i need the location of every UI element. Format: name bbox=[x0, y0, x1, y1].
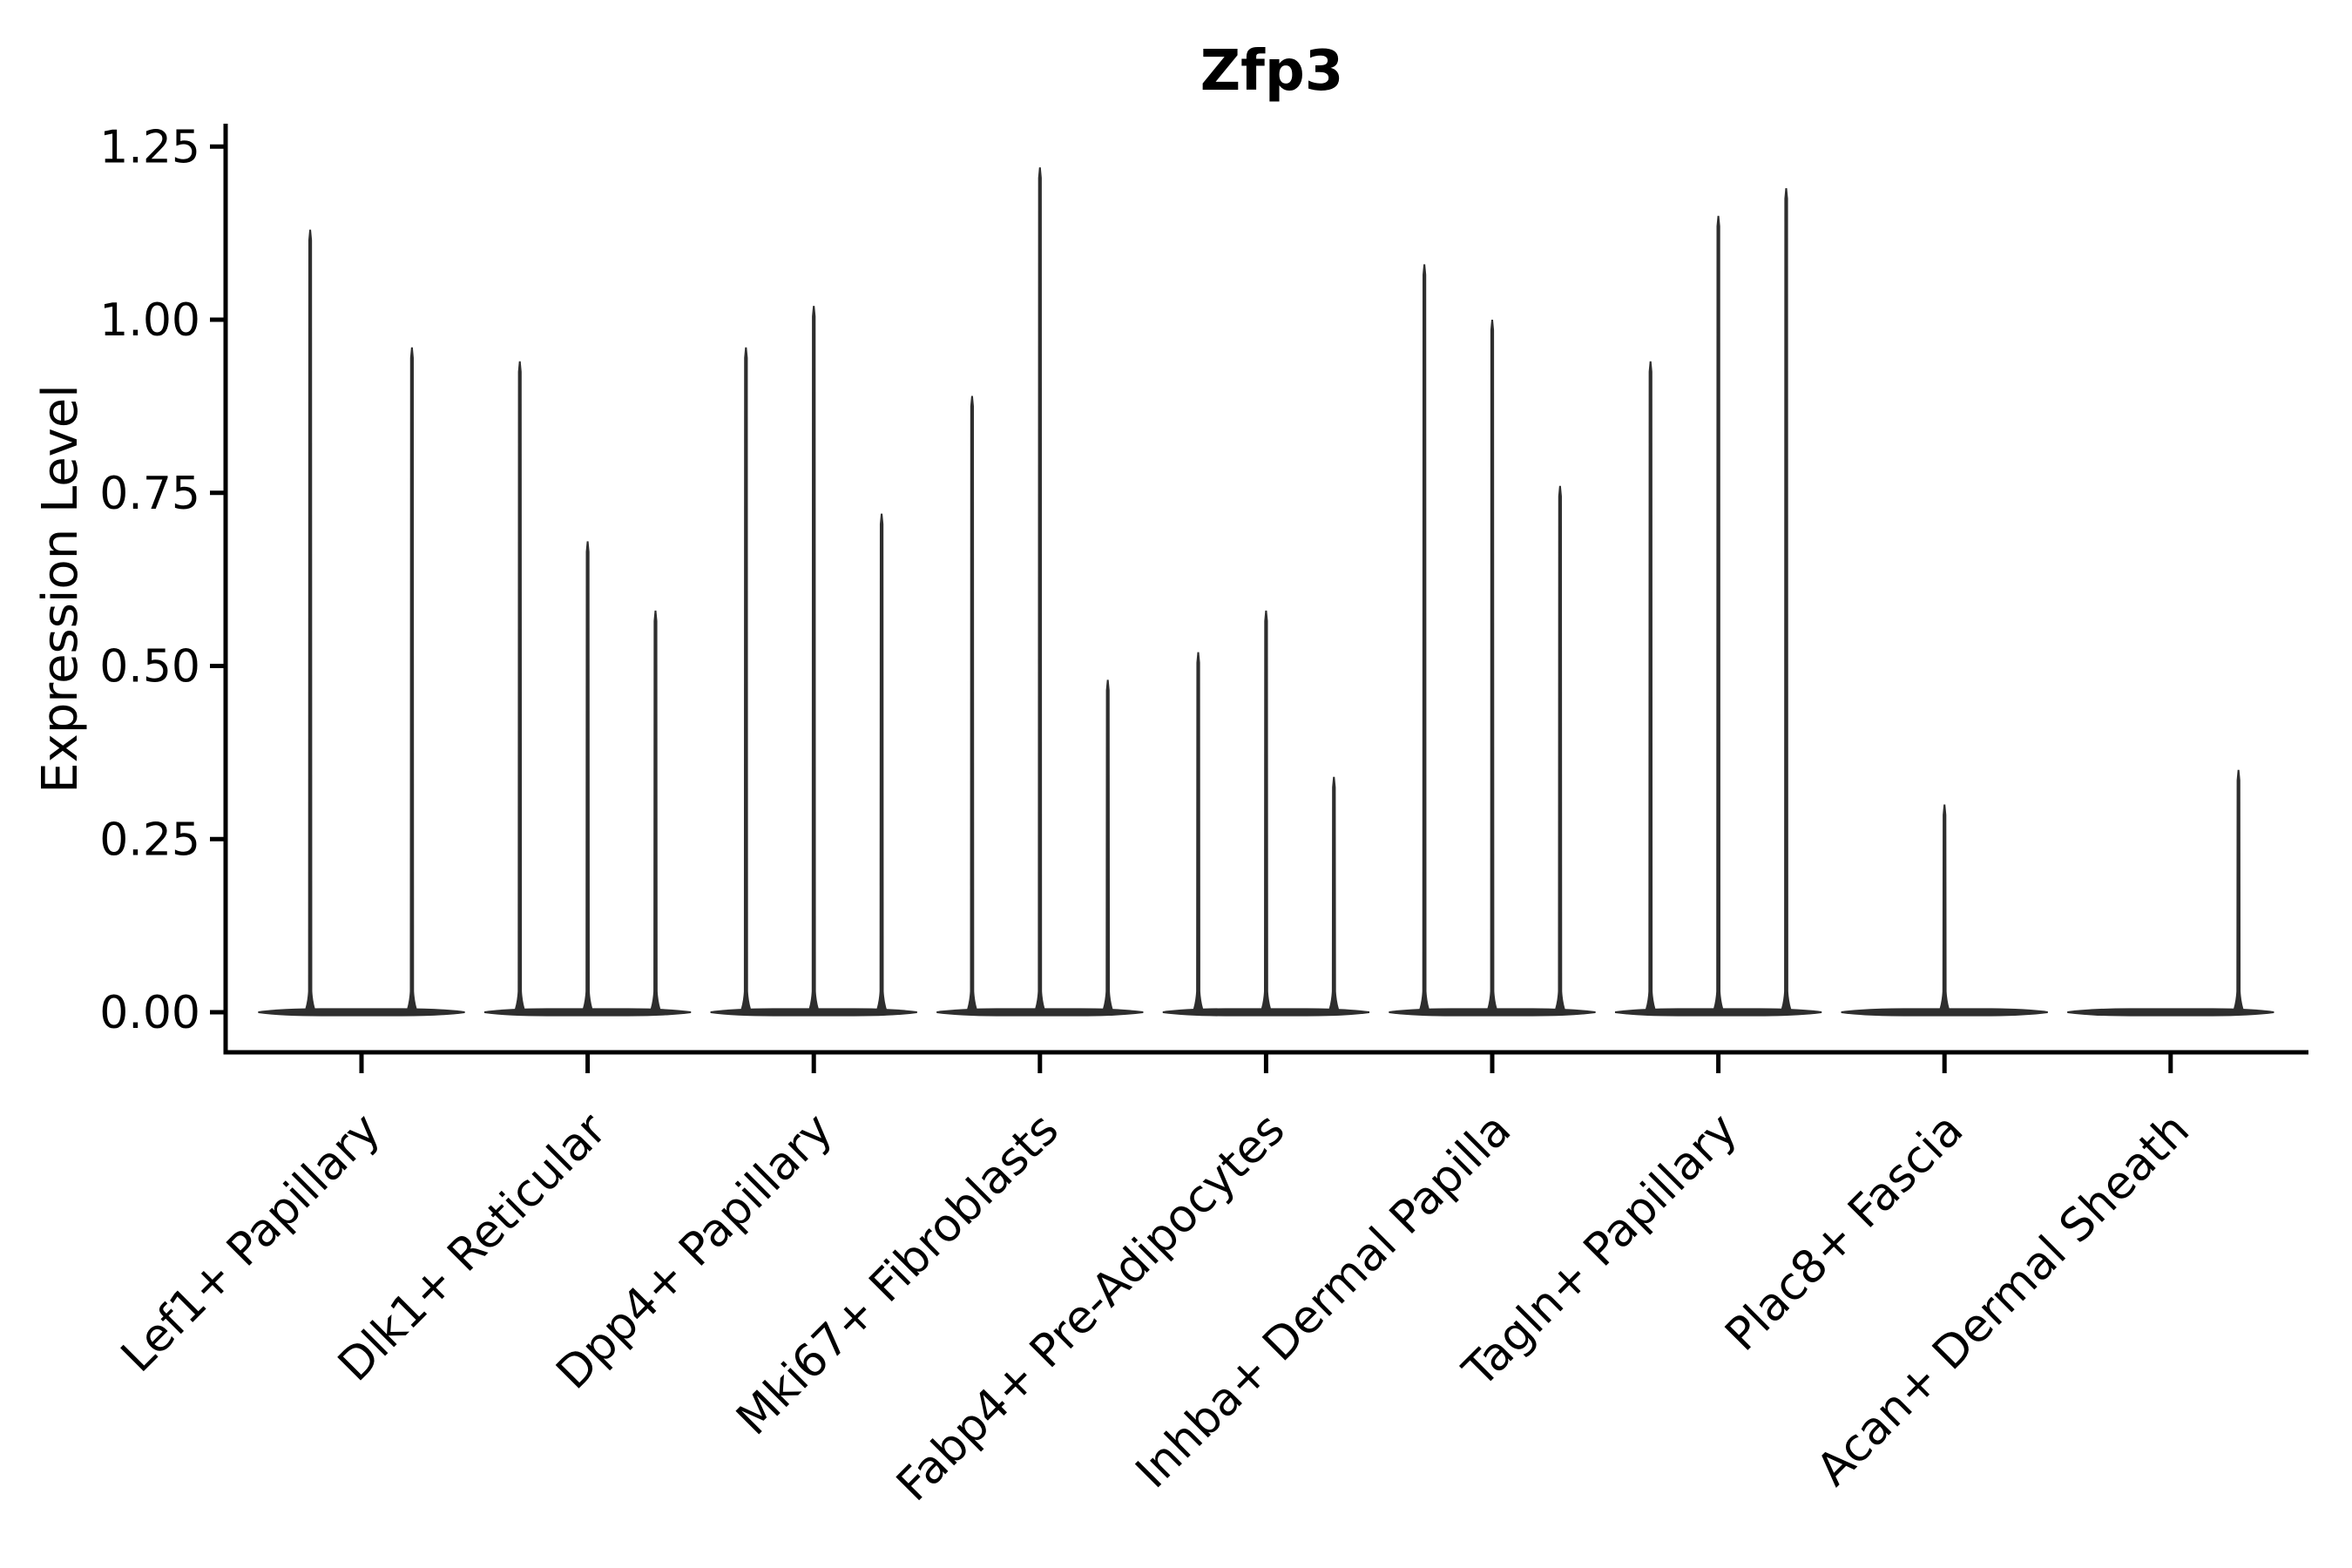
violin-needle bbox=[965, 395, 978, 1012]
violin-needle bbox=[1418, 264, 1431, 1012]
violin-needle bbox=[1553, 485, 1566, 1012]
violin-needle bbox=[808, 306, 821, 1013]
y-tick-label: 0.00 bbox=[99, 987, 200, 1039]
violin-needle bbox=[2232, 769, 2245, 1012]
violin-needle bbox=[1712, 215, 1725, 1012]
violin-needle bbox=[1644, 361, 1657, 1012]
violin-needle bbox=[1938, 804, 1951, 1012]
y-tick-label: 0.50 bbox=[99, 641, 200, 693]
violin-needle bbox=[649, 610, 662, 1012]
y-tick-label: 0.25 bbox=[99, 814, 200, 866]
violin-needle bbox=[1328, 776, 1341, 1012]
violin-needle bbox=[1101, 679, 1114, 1012]
y-tick-label: 1.00 bbox=[99, 294, 200, 347]
violin-needle bbox=[1192, 652, 1205, 1012]
violin-needle bbox=[581, 541, 594, 1012]
x-tick-label: Fabp4+ Pre-Adipocytes bbox=[887, 1104, 1294, 1511]
violin-needle bbox=[304, 229, 317, 1012]
y-tick-label: 0.75 bbox=[99, 468, 200, 520]
chart-title: Zfp3 bbox=[1200, 39, 1344, 104]
violin-needle bbox=[513, 361, 526, 1012]
x-tick-label: Plac8+ Fascia bbox=[1716, 1104, 1974, 1362]
violin-needle bbox=[1260, 610, 1273, 1012]
x-tick-label: Acan+ Dermal Sheath bbox=[1807, 1104, 2200, 1497]
violin-base bbox=[2067, 1008, 2274, 1017]
violin-needle bbox=[1033, 167, 1046, 1013]
y-axis-label: Expression Level bbox=[32, 384, 89, 794]
violin-needle bbox=[740, 347, 753, 1012]
violin-needle bbox=[405, 347, 418, 1012]
violin-needle bbox=[1486, 320, 1498, 1012]
violin-base bbox=[258, 1008, 465, 1017]
y-tick-label: 1.25 bbox=[99, 121, 200, 173]
violin-needle bbox=[1780, 187, 1793, 1012]
x-tick-label: Inhba+ Dermal Papilla bbox=[1126, 1104, 1521, 1498]
violin-needle bbox=[875, 513, 889, 1012]
